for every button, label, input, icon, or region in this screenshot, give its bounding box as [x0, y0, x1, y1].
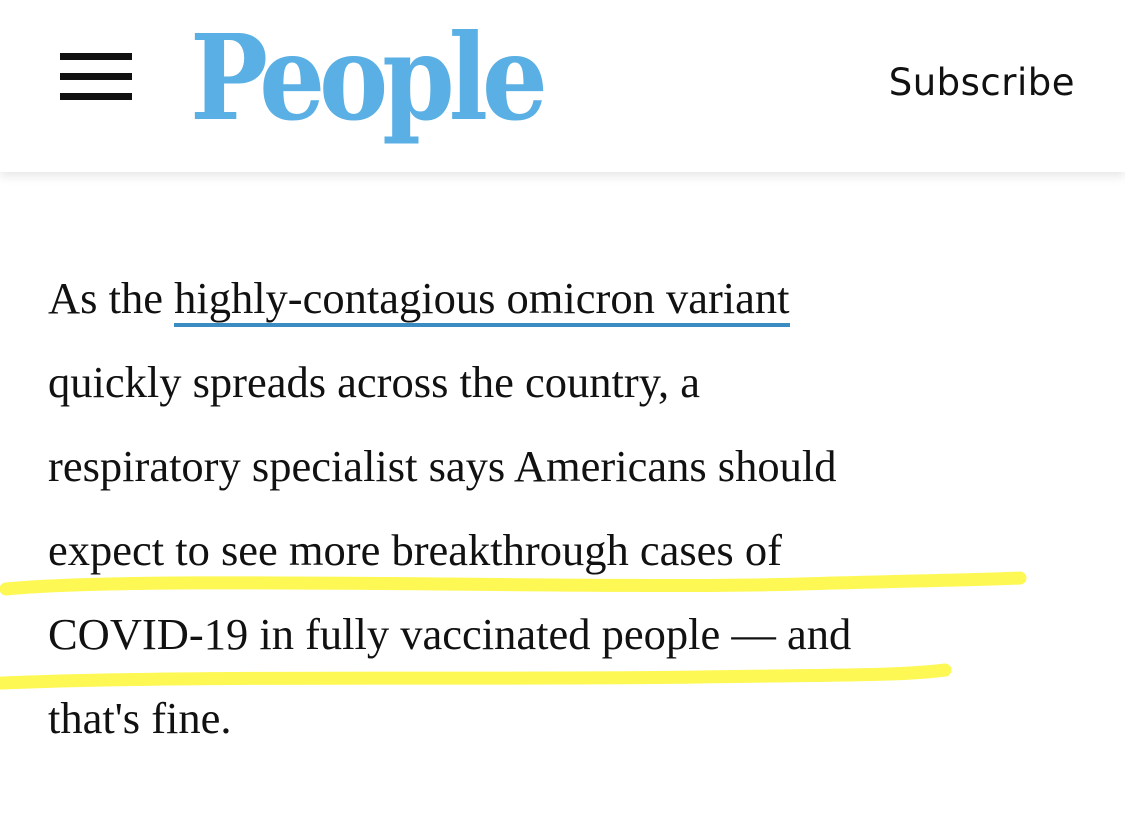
- menu-bar-top: [60, 53, 132, 60]
- article-body: As the highly-contagious omicron variant…: [48, 256, 1058, 760]
- subscribe-button[interactable]: Subscribe: [888, 61, 1075, 104]
- article-line-3: respiratory specialist says Americans sh…: [48, 441, 837, 491]
- article-line-1: As the highly-contagious omicron variant: [48, 256, 1058, 340]
- article-text-prefix: As the: [48, 273, 175, 323]
- article-paragraph: As the highly-contagious omicron variant…: [48, 256, 1058, 760]
- article-line-5: COVID-19 in fully vaccinated people — an…: [48, 609, 852, 659]
- menu-bar-middle: [60, 73, 132, 80]
- menu-bar-bottom: [60, 93, 132, 100]
- people-logo[interactable]: People: [190, 8, 548, 147]
- hamburger-menu-icon[interactable]: [56, 50, 136, 106]
- article-line-4: expect to see more breakthrough cases of: [48, 525, 782, 575]
- site-header: People Subscribe: [0, 0, 1125, 172]
- article-line-2: quickly spreads across the country, a: [48, 357, 701, 407]
- article-line-6: that's fine.: [48, 693, 232, 743]
- omicron-variant-link[interactable]: highly-contagious omicron variant: [174, 273, 790, 327]
